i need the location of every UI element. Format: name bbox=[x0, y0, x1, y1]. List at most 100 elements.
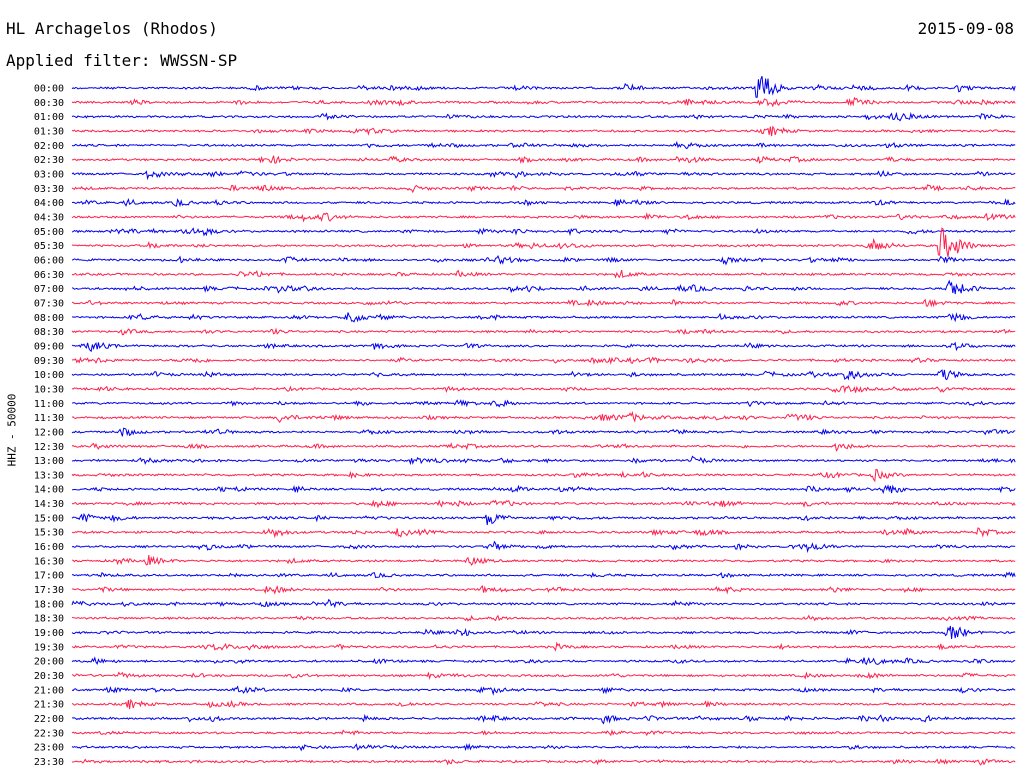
trace-line bbox=[71, 411, 1016, 424]
trace-line bbox=[71, 625, 1016, 639]
row-time-label: 10:30 bbox=[34, 384, 64, 395]
row-time-label: 14:30 bbox=[34, 499, 64, 510]
trace-line bbox=[71, 455, 1016, 466]
row-time-label: 06:00 bbox=[34, 255, 64, 266]
trace-line bbox=[71, 540, 1016, 554]
row-time-label: 13:30 bbox=[34, 470, 64, 481]
row-time-label: 17:30 bbox=[34, 585, 64, 596]
row-time-label: 09:30 bbox=[34, 356, 64, 367]
trace-line bbox=[71, 155, 1016, 164]
trace-line bbox=[71, 125, 1016, 137]
trace-line bbox=[71, 298, 1016, 308]
row-time-label: 02:00 bbox=[34, 141, 64, 152]
trace-line bbox=[71, 197, 1016, 208]
trace-line bbox=[71, 76, 1016, 98]
row-time-label: 16:30 bbox=[34, 556, 64, 567]
row-time-label: 03:00 bbox=[34, 169, 64, 180]
trace-line bbox=[71, 327, 1016, 336]
row-time-label: 04:00 bbox=[34, 198, 64, 209]
row-time-label: 23:00 bbox=[34, 743, 64, 754]
trace-line bbox=[71, 499, 1016, 509]
row-time-label: 15:00 bbox=[34, 513, 64, 524]
trace-line bbox=[71, 656, 1016, 666]
trace-line bbox=[71, 527, 1016, 539]
trace-line bbox=[71, 729, 1016, 737]
trace-line bbox=[71, 255, 1016, 266]
row-time-label: 01:00 bbox=[34, 112, 64, 123]
trace-line bbox=[71, 468, 1016, 483]
trace-line bbox=[71, 671, 1016, 680]
row-time-label: 08:00 bbox=[34, 313, 64, 324]
trace-line bbox=[71, 713, 1016, 725]
trace-line bbox=[71, 184, 1016, 194]
trace-line bbox=[71, 641, 1016, 652]
trace-line bbox=[71, 698, 1016, 710]
trace-line bbox=[71, 442, 1016, 452]
row-time-label: 00:30 bbox=[34, 98, 64, 109]
row-time-label: 18:00 bbox=[34, 599, 64, 610]
trace-line bbox=[71, 571, 1016, 579]
row-time-label: 07:00 bbox=[34, 284, 64, 295]
trace-line bbox=[71, 96, 1016, 108]
trace-line bbox=[71, 685, 1016, 696]
row-time-label: 08:30 bbox=[34, 327, 64, 338]
row-time-label: 17:00 bbox=[34, 571, 64, 582]
row-time-label: 09:00 bbox=[34, 341, 64, 352]
trace-line bbox=[71, 369, 1016, 381]
trace-line bbox=[71, 169, 1016, 181]
row-time-label: 11:00 bbox=[34, 399, 64, 410]
row-time-label: 10:00 bbox=[34, 370, 64, 381]
trace-line bbox=[71, 399, 1016, 408]
row-time-label: 05:00 bbox=[34, 227, 64, 238]
row-time-label: 14:00 bbox=[34, 485, 64, 496]
row-time-label: 03:30 bbox=[34, 184, 64, 195]
trace-line bbox=[71, 269, 1016, 279]
trace-line bbox=[71, 356, 1016, 365]
trace-line bbox=[71, 227, 1016, 258]
row-time-label: 19:30 bbox=[34, 642, 64, 653]
trace-line bbox=[71, 598, 1016, 609]
filter-subtitle: Applied filter: WWSSN-SP bbox=[6, 51, 238, 70]
row-time-label: 21:00 bbox=[34, 685, 64, 696]
row-time-label: 02:30 bbox=[34, 155, 64, 166]
row-time-label: 00:00 bbox=[34, 84, 64, 95]
trace-line bbox=[71, 341, 1016, 353]
row-time-label: 01:30 bbox=[34, 126, 64, 137]
trace-line bbox=[71, 743, 1016, 752]
row-time-label: 22:30 bbox=[34, 728, 64, 739]
trace-line bbox=[71, 427, 1016, 437]
trace-line bbox=[71, 111, 1016, 122]
trace-line bbox=[71, 212, 1016, 223]
row-time-label: 16:00 bbox=[34, 542, 64, 553]
row-time-label: 11:30 bbox=[34, 413, 64, 424]
row-time-label: 23:30 bbox=[34, 757, 64, 768]
row-time-label: 21:30 bbox=[34, 700, 64, 711]
trace-line bbox=[71, 312, 1016, 323]
row-time-label: 05:30 bbox=[34, 241, 64, 252]
row-time-label: 12:30 bbox=[34, 442, 64, 453]
trace-line bbox=[71, 227, 1016, 237]
row-time-label: 06:30 bbox=[34, 270, 64, 281]
row-time-label: 18:30 bbox=[34, 614, 64, 625]
row-time-label: 20:30 bbox=[34, 671, 64, 682]
trace-line bbox=[71, 279, 1016, 295]
row-time-label: 07:30 bbox=[34, 298, 64, 309]
trace-line bbox=[71, 512, 1016, 526]
row-time-label: 19:00 bbox=[34, 628, 64, 639]
row-time-label: 20:00 bbox=[34, 657, 64, 668]
trace-line bbox=[71, 140, 1016, 150]
row-time-label: 15:30 bbox=[34, 528, 64, 539]
trace-line bbox=[71, 484, 1016, 495]
row-time-label: 13:00 bbox=[34, 456, 64, 467]
row-time-label: 22:00 bbox=[34, 714, 64, 725]
date-label: 2015-09-08 bbox=[917, 19, 1014, 38]
row-time-label: 12:00 bbox=[34, 427, 64, 438]
trace-line bbox=[71, 584, 1016, 595]
trace-line bbox=[71, 758, 1016, 766]
station-title: HL Archagelos (Rhodos) bbox=[6, 19, 218, 38]
trace-line bbox=[71, 614, 1016, 622]
trace-line bbox=[71, 555, 1016, 567]
trace-line bbox=[71, 385, 1016, 394]
row-time-label: 04:30 bbox=[34, 212, 64, 223]
